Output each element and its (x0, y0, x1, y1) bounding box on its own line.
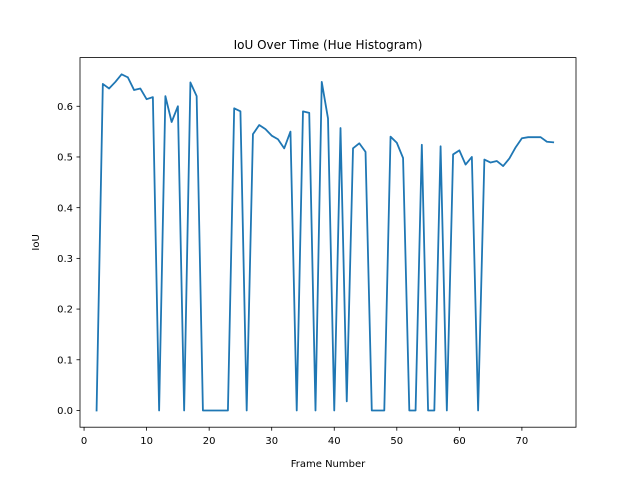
iou-series-line (95, 73, 555, 412)
x-tick-label: 40 (328, 436, 341, 447)
y-tick-label: 0.3 (57, 254, 73, 265)
x-tick-label: 0 (81, 436, 87, 447)
x-tick-label: 60 (453, 436, 466, 447)
x-axis-ticks: 0 10 20 30 40 50 60 70 (81, 427, 528, 447)
plot-area (95, 73, 555, 412)
y-tick-label: 0.1 (57, 355, 73, 366)
x-tick-label: 20 (203, 436, 216, 447)
y-tick-label: 0.0 (57, 406, 73, 417)
x-tick-label: 30 (265, 436, 278, 447)
y-tick-label: 0.4 (57, 203, 73, 214)
x-axis-label: Frame Number (291, 459, 366, 470)
x-tick-label: 50 (390, 436, 403, 447)
x-tick-label: 70 (516, 436, 529, 447)
chart-title: IoU Over Time (Hue Histogram) (234, 38, 423, 52)
y-tick-label: 0.5 (57, 153, 73, 164)
axes-frame (79, 57, 577, 428)
y-tick-label: 0.2 (57, 305, 73, 316)
y-axis-label: IoU (31, 234, 42, 250)
y-tick-label: 0.6 (57, 102, 73, 113)
x-tick-label: 10 (140, 436, 153, 447)
y-axis-ticks: 0.0 0.1 0.2 0.3 0.4 0.5 0.6 (57, 102, 80, 417)
